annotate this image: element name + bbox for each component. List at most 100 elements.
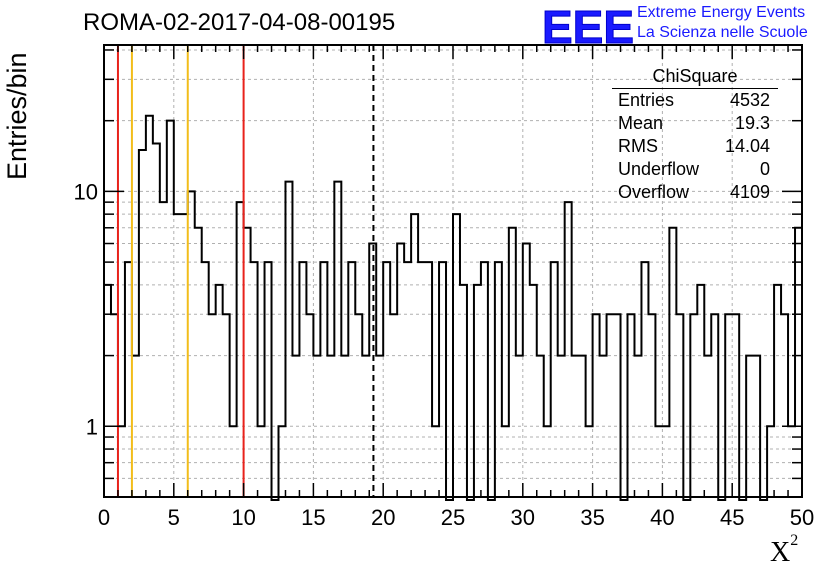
stats-row-rms: RMS 14.04: [610, 135, 780, 158]
histogram-bin: [767, 426, 774, 497]
histogram-bin: [432, 426, 439, 497]
histogram-bin: [481, 262, 488, 497]
histogram-bin: [299, 262, 306, 497]
histogram-bin: [153, 143, 160, 497]
histogram-bin: [404, 262, 411, 497]
histogram-bin: [411, 214, 418, 497]
histogram-bin: [634, 356, 641, 497]
histogram-bin: [362, 356, 369, 497]
histogram-bin: [628, 314, 635, 497]
histogram-bin: [167, 121, 174, 497]
histogram-bin: [195, 228, 202, 497]
stats-label: RMS: [618, 136, 658, 156]
histogram-bin: [320, 262, 327, 497]
histogram-bin: [753, 356, 760, 497]
histogram-bin: [376, 356, 383, 497]
tick-labels: 0 5 10 15 20 25 30 35 40 45 50 1 10: [74, 179, 815, 530]
x-tick-label: 45: [720, 505, 744, 530]
histogram-bin: [265, 262, 272, 497]
histogram-bin: [279, 426, 286, 497]
x-tick-label: 50: [790, 505, 814, 530]
histogram-bin: [188, 191, 195, 497]
histogram-bin: [572, 356, 579, 497]
histogram-bin: [460, 285, 467, 497]
histogram-bin: [230, 426, 237, 497]
histogram-bin: [237, 202, 244, 497]
histogram-bin: [781, 314, 788, 497]
stats-label: Overflow: [618, 182, 690, 202]
histogram-bin: [160, 202, 167, 497]
histogram-bin: [181, 214, 188, 497]
histogram-bin: [586, 426, 593, 497]
histogram-bin: [690, 314, 697, 497]
histogram-bin: [676, 314, 683, 497]
histogram-bin: [523, 244, 530, 497]
histogram-bin: [439, 262, 446, 497]
histogram-bin: [600, 356, 607, 497]
histogram-bin: [593, 314, 600, 497]
marker-lines: [116, 45, 375, 497]
histogram-bin: [669, 228, 676, 497]
x-axis-label: X2: [770, 532, 798, 569]
histogram-bin: [648, 314, 655, 497]
axis-ticks: [103, 45, 803, 497]
histogram-bin: [174, 214, 181, 497]
x-tick-label: 25: [441, 505, 465, 530]
histogram-bin: [697, 285, 704, 497]
histogram-bin: [285, 182, 292, 497]
histogram-bin: [146, 116, 153, 497]
x-tick-label: 20: [371, 505, 395, 530]
histogram-bin: [579, 356, 586, 497]
chart-title: ROMA-02-2017-04-08-00195: [83, 9, 396, 36]
histogram-bin: [216, 285, 223, 497]
histogram-bin: [111, 314, 118, 497]
histogram-bin: [509, 228, 516, 497]
stats-value: 19.3: [734, 113, 770, 133]
histogram-bin: [139, 150, 146, 497]
histogram-bin: [614, 314, 621, 497]
histogram-outline: [104, 114, 802, 501]
stats-label: Underflow: [618, 159, 700, 179]
histogram-bin: [104, 285, 111, 497]
histogram-bin: [244, 228, 251, 497]
histogram-bin: [341, 356, 348, 497]
histogram-bin: [125, 262, 132, 497]
x-tick-label: 10: [231, 505, 255, 530]
stats-row-mean: Mean 19.3: [610, 112, 780, 135]
logo-line-2: La Scienza nelle Scuole: [637, 24, 808, 41]
histogram-bin: [334, 182, 341, 497]
histogram-bin: [704, 356, 711, 497]
histogram-bin: [558, 356, 565, 497]
histogram-bin: [474, 285, 481, 497]
histogram-bin: [209, 314, 216, 497]
histogram-bin: [607, 314, 614, 497]
histogram-bin: [544, 426, 551, 497]
x-tick-label: 5: [168, 505, 180, 530]
histogram-bin: [390, 314, 397, 497]
stats-row-entries: Entries 4532: [610, 89, 780, 112]
y-tick-label: 1: [86, 414, 98, 439]
x-axis-label-superscript: 2: [790, 531, 799, 549]
histogram-bin: [641, 262, 648, 497]
x-axis-label-base: X: [770, 537, 791, 568]
y-tick-label: 10: [74, 179, 98, 204]
histogram-bin: [258, 426, 265, 497]
stats-box: ChiSquare Entries 4532 Mean 19.3 RMS 14.…: [610, 66, 780, 204]
histogram-bin: [795, 228, 802, 497]
histogram-bin: [251, 262, 258, 497]
histogram-bin: [132, 356, 139, 497]
stats-value: 0: [759, 159, 770, 179]
histogram-bin: [292, 356, 299, 497]
y-axis-label: Entries/bin: [2, 52, 32, 180]
histogram-bin: [453, 214, 460, 497]
stats-label: Mean: [618, 113, 664, 133]
histogram-bin: [383, 262, 390, 497]
logo-line-1: Extreme Energy Events: [637, 4, 806, 21]
histogram-bin: [711, 314, 718, 497]
histogram-bin: [516, 356, 523, 497]
histogram-bin: [774, 285, 781, 497]
histogram-bin: [725, 314, 732, 497]
histogram-bin: [313, 356, 320, 497]
stats-label: Entries: [618, 90, 675, 110]
stats-row-overflow: Overflow 4109: [610, 181, 780, 204]
